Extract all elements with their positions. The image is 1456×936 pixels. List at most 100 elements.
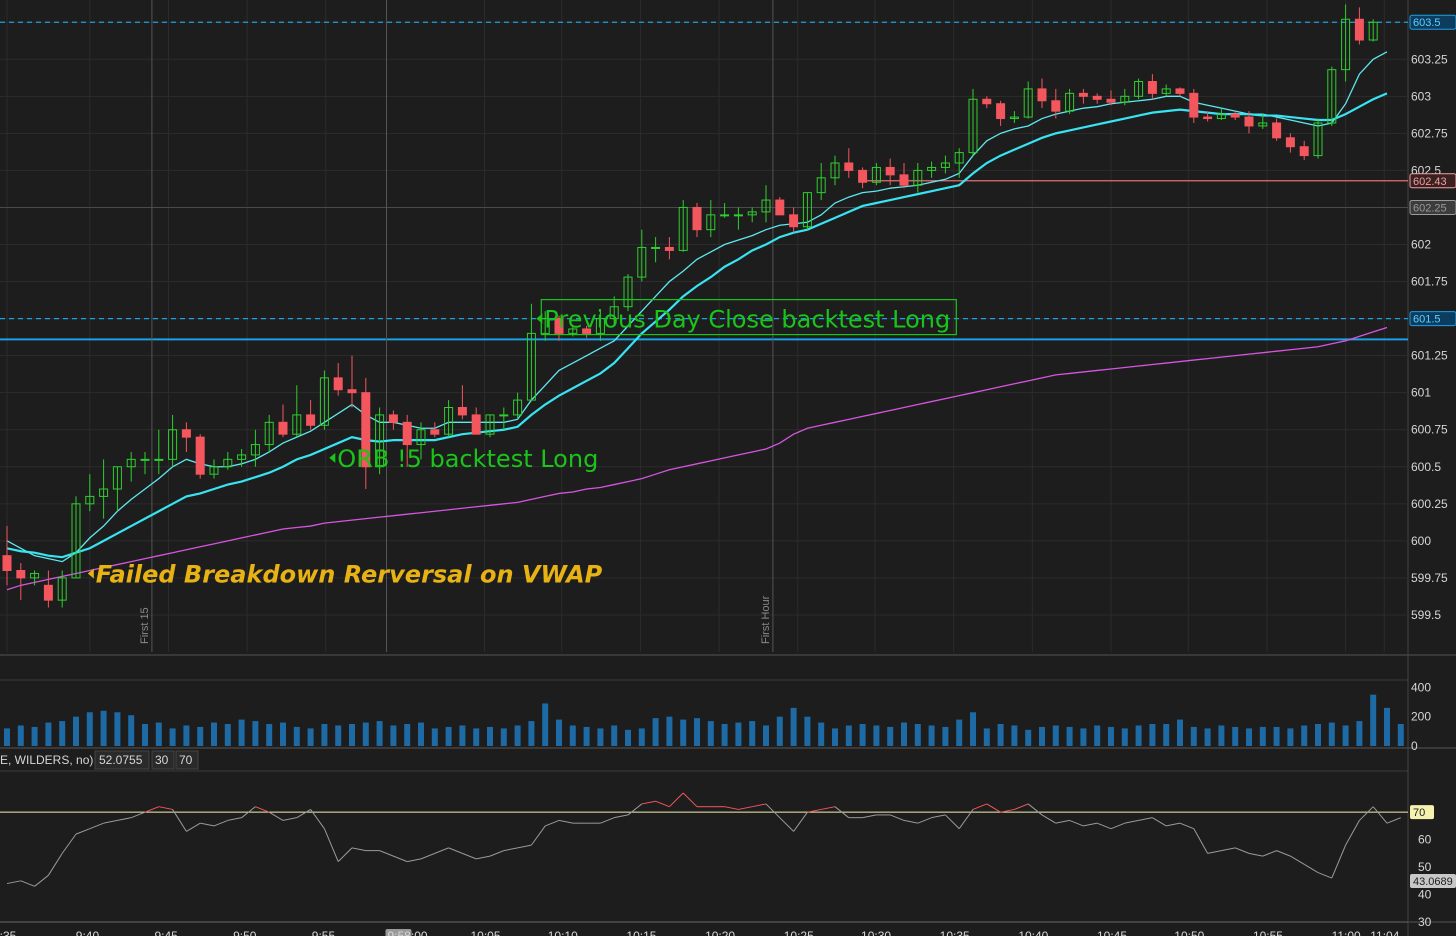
rsi-line-segment: [1124, 819, 1139, 824]
rsi-line-segment: [420, 852, 435, 860]
volume-bar: [652, 718, 659, 746]
candle-body: [1244, 116, 1254, 127]
candlestick-series[interactable]: [2, 4, 1378, 608]
candle-body: [1230, 113, 1240, 118]
volume-bar: [1011, 725, 1018, 746]
rsi-line-segment: [600, 817, 615, 824]
trade-annotations: ORB !5 backtest Long Previous Day Close b…: [87, 298, 957, 588]
volume-bar: [735, 722, 742, 746]
rsi-line-segment: [1276, 850, 1291, 857]
annotation-box: [540, 298, 957, 336]
candle-body: [1216, 113, 1226, 120]
candle-body: [1023, 88, 1033, 118]
time-tick-label: 10:25: [784, 929, 814, 936]
time-tick-label: 11:04: [1370, 929, 1399, 936]
volume-bar: [942, 726, 949, 746]
candle-body: [250, 444, 260, 456]
rsi-threshold-label: 30: [155, 753, 169, 767]
time-axis[interactable]: 9:35 9:40 9:45 9:50 9:55 9:58:00 10:05 10:10 10:…: [0, 929, 1400, 936]
volume-tick-label: 200: [1411, 710, 1431, 724]
rsi-line-segment: [1014, 803, 1029, 810]
candle-body: [940, 162, 950, 168]
rsi-line-segment: [213, 819, 228, 827]
candle-body: [1354, 18, 1364, 41]
volume-bar: [376, 721, 383, 746]
rsi-tag-label: 43.0689: [1413, 876, 1453, 888]
volume-bar: [1259, 726, 1266, 746]
volume-bar: [528, 721, 535, 746]
rsi-line-segment: [1290, 855, 1305, 865]
rsi-line-segment: [1193, 828, 1209, 854]
volume-bar: [404, 724, 411, 746]
volume-bar: [956, 719, 963, 746]
volume-bar: [1135, 725, 1142, 746]
candle-body: [871, 166, 881, 183]
candle-body: [526, 332, 536, 401]
rsi-line-segment: [462, 852, 477, 860]
rsi-line-segment: [227, 817, 242, 821]
volume-bar: [1149, 724, 1156, 746]
rsi-line-segment: [1207, 850, 1222, 854]
candle-body: [1120, 95, 1130, 103]
time-tick-label: 10:15: [626, 929, 656, 936]
rsi-line-segment: [1262, 850, 1277, 857]
price-tick-label: 600: [1411, 534, 1431, 548]
rsi-line-segment: [89, 822, 104, 830]
rsi-tag-box: [1410, 805, 1434, 820]
volume-bar: [321, 724, 328, 746]
rsi-line-segment: [945, 814, 960, 830]
rsi-line-segment: [779, 817, 794, 832]
candle-body: [968, 98, 978, 154]
volume-bar: [694, 718, 700, 746]
rsi-line-segment: [724, 806, 739, 810]
candle-body: [181, 429, 191, 438]
candle-body: [1272, 122, 1282, 139]
candle-body: [927, 166, 937, 171]
time-tick-label: 10:30: [861, 929, 891, 936]
volume-bar: [597, 728, 604, 746]
time-tick-label: 10:35: [940, 929, 970, 936]
annotation-arrow-icon: [87, 568, 94, 579]
candle-body: [306, 414, 316, 426]
candle-body: [1203, 116, 1213, 120]
candle-body: [595, 318, 605, 334]
volume-bar: [914, 724, 921, 746]
volume-bar: [638, 728, 645, 746]
candle-body: [444, 407, 454, 435]
volume-bar: [266, 724, 273, 746]
rsi-line-segment: [310, 809, 325, 829]
volume-bar: [887, 726, 894, 746]
rsi-line-segment: [1235, 847, 1250, 854]
candle-body: [1175, 88, 1185, 94]
volume-bar: [790, 707, 797, 746]
rsi-line-segment: [144, 806, 159, 813]
volume-bar: [280, 722, 286, 746]
annotation-arrow-icon: [329, 452, 336, 463]
price-tick-label: 602.75: [1411, 126, 1448, 140]
price-axis[interactable]: 599.5 599.75 600 600.25 600.5 600.75 601 601.25…: [1409, 14, 1456, 622]
rsi-line-segment: [1317, 872, 1332, 879]
candle-body: [57, 577, 67, 601]
volume-bar: [514, 725, 521, 746]
volume-bar: [707, 721, 714, 746]
volume-bar: [211, 722, 217, 746]
rsi-line-segment: [1221, 847, 1236, 852]
candle-body: [168, 429, 178, 460]
rsi-panel[interactable]: E, WILDERS, no) 52.0755 30 70 30 40 50 60 70 43.0…: [0, 750, 1456, 929]
time-tick-label: 10:50: [1174, 929, 1204, 936]
candle-body: [761, 199, 771, 213]
time-tick-label: 9:58:00: [388, 929, 428, 936]
rsi-line-segment: [1152, 817, 1167, 827]
volume-bar: [845, 725, 852, 746]
candle-body: [568, 328, 578, 334]
price-tick-label: 600.25: [1411, 497, 1448, 511]
rsi-line-segment: [1138, 817, 1153, 821]
volume-panel[interactable]: 200 400 0: [4, 680, 1431, 753]
volume-bar: [983, 728, 990, 746]
time-tick-label: 11:00: [1332, 929, 1361, 936]
candle-body: [1147, 81, 1157, 94]
candle-body: [1285, 137, 1295, 148]
volume-bar: [293, 726, 300, 746]
price-tag-label: 603.5: [1413, 17, 1441, 29]
